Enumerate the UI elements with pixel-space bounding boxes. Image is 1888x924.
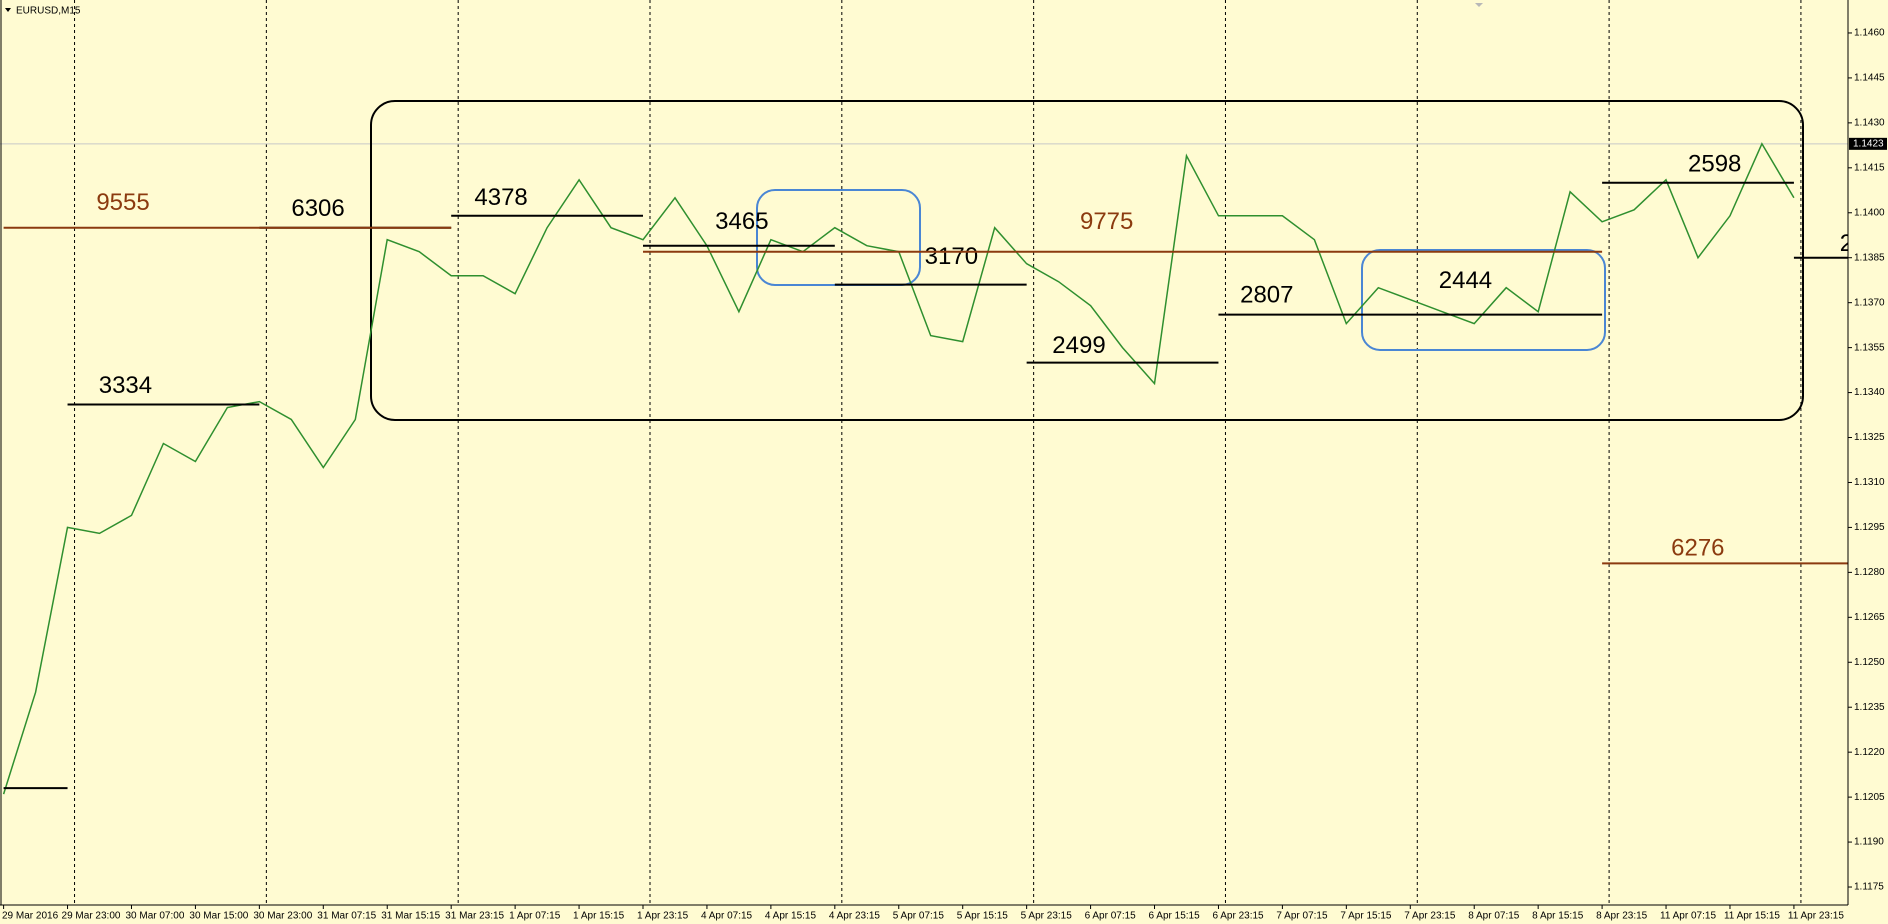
level-label: 4378 — [474, 184, 527, 211]
y-tick-label: 1.1265 — [1854, 612, 1885, 623]
x-tick-label: 6 Apr 15:15 — [1149, 911, 1201, 922]
level-label: 6276 — [1671, 534, 1724, 561]
x-tick-label: 29 Mar 2016 — [2, 911, 59, 922]
level-label: 9775 — [1080, 208, 1133, 235]
y-tick-label: 1.1175 — [1854, 882, 1884, 893]
level-label: 6306 — [291, 195, 344, 222]
current-price-label: 1.1423 — [1853, 138, 1884, 149]
level-label: 9555 — [96, 189, 149, 216]
x-tick-label: 6 Apr 23:15 — [1212, 911, 1264, 922]
x-tick-label: 4 Apr 23:15 — [829, 911, 881, 922]
x-tick-label: 11 Apr 23:15 — [1788, 911, 1844, 922]
x-tick-label: 8 Apr 07:15 — [1468, 911, 1520, 922]
shift-marker — [1475, 3, 1483, 7]
y-tick-label: 1.1280 — [1854, 567, 1885, 578]
level-label: 2 — [1840, 230, 1853, 257]
y-tick-label: 1.1370 — [1854, 297, 1885, 308]
level-label: 2444 — [1439, 267, 1492, 294]
x-tick-label: 31 Mar 15:15 — [381, 911, 440, 922]
y-tick-label: 1.1190 — [1854, 837, 1884, 848]
x-tick-label: 11 Apr 15:15 — [1724, 911, 1780, 922]
level-label: 2807 — [1240, 282, 1293, 309]
x-tick-label: 1 Apr 07:15 — [509, 911, 561, 922]
y-tick-label: 1.1310 — [1854, 477, 1885, 488]
y-tick-label: 1.1355 — [1854, 342, 1885, 353]
x-tick-label: 11 Apr 07:15 — [1660, 911, 1716, 922]
x-tick-label: 7 Apr 07:15 — [1276, 911, 1328, 922]
y-tick-label: 1.1325 — [1854, 432, 1885, 443]
level-label: 3465 — [715, 208, 768, 235]
y-tick-label: 1.1220 — [1854, 747, 1885, 758]
level-label: 2598 — [1688, 150, 1741, 177]
y-tick-label: 1.1205 — [1854, 792, 1885, 803]
x-tick-label: 29 Mar 23:00 — [62, 911, 121, 922]
x-tick-label: 8 Apr 15:15 — [1532, 911, 1584, 922]
plot-area: 3334 6306 4378 3465 3170 2499 2807 2444 2598 2 955… — [2, 100, 1853, 795]
range-box — [370, 100, 1804, 421]
y-tick-label: 1.1235 — [1854, 702, 1885, 713]
x-tick-label: 4 Apr 07:15 — [701, 911, 753, 922]
x-tick-label: 6 Apr 07:15 — [1085, 911, 1137, 922]
x-tick-label: 1 Apr 23:15 — [637, 911, 689, 922]
x-tick-label: 7 Apr 15:15 — [1340, 911, 1392, 922]
y-tick-label: 1.1250 — [1854, 657, 1885, 668]
y-tick-label: 1.1385 — [1854, 252, 1885, 263]
chart-title: EURUSD,M15 — [16, 6, 81, 17]
x-tick-label: 5 Apr 07:15 — [893, 911, 945, 922]
y-tick-label: 1.1295 — [1854, 522, 1885, 533]
y-tick-label: 1.1460 — [1854, 28, 1885, 39]
highlight-box — [1361, 249, 1606, 351]
x-tick-label: 4 Apr 15:15 — [765, 911, 817, 922]
x-tick-label: 8 Apr 23:15 — [1596, 911, 1648, 922]
x-tick-label: 5 Apr 15:15 — [957, 911, 1009, 922]
y-tick-label: 1.1400 — [1854, 207, 1885, 218]
current-price-tag — [1849, 137, 1887, 150]
x-tick-label: 30 Mar 15:00 — [189, 911, 248, 922]
grid — [0, 0, 1848, 905]
x-tick-label: 30 Mar 23:00 — [253, 911, 312, 922]
x-tick-label: 1 Apr 15:15 — [573, 911, 625, 922]
menu-arrow[interactable] — [5, 8, 11, 12]
y-tick-label: 1.1445 — [1854, 73, 1885, 84]
level-label: 2499 — [1052, 332, 1105, 359]
y-tick-label: 1.1340 — [1854, 387, 1885, 398]
x-tick-label: 7 Apr 23:15 — [1404, 911, 1456, 922]
x-tick-label: 30 Mar 07:00 — [125, 911, 184, 922]
y-tick-label: 1.1415 — [1854, 162, 1885, 173]
x-tick-label: 31 Mar 23:15 — [445, 911, 504, 922]
x-tick-label: 31 Mar 07:15 — [317, 911, 376, 922]
x-tick-label: 5 Apr 23:15 — [1021, 911, 1073, 922]
y-tick-label: 1.1430 — [1854, 118, 1885, 129]
level-label: 3334 — [99, 372, 152, 399]
level-label: 3170 — [925, 243, 978, 270]
